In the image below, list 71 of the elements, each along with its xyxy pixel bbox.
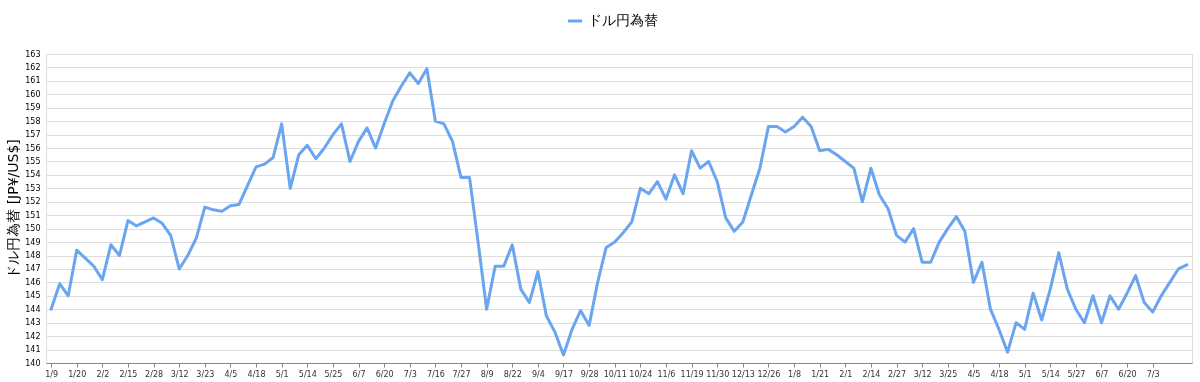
x-tick-label: 7/27: [452, 369, 471, 379]
x-tick-label: 3/23: [196, 369, 215, 379]
x-tick-label: 11/30: [706, 369, 730, 379]
x-tick-label: 9/17: [555, 369, 573, 379]
x-tick-label: 3/25: [939, 369, 958, 379]
x-tick-label: 12/13: [731, 369, 755, 379]
y-axis-title: ドル円為替 [JP¥/US$]: [5, 139, 22, 279]
x-tick-label: 5/1: [1018, 369, 1032, 379]
y-tick-label: 146: [25, 277, 41, 287]
x-tick-label: 2/28: [145, 369, 164, 379]
x-tick-label: 11/6: [657, 369, 676, 379]
x-tick-label: 3/12: [170, 369, 189, 379]
x-tick-label: 1/9: [45, 369, 59, 379]
x-tick-label: 4/18: [990, 369, 1009, 379]
x-tick-label: 4/5: [967, 369, 981, 379]
legend-label: ドル円為替: [588, 12, 658, 28]
x-tick-label: 12/26: [757, 369, 781, 379]
y-tick-label: 153: [25, 183, 41, 193]
x-tick-label: 4/18: [247, 369, 266, 379]
x-tick-label: 10/24: [629, 369, 653, 379]
y-tick-label: 160: [25, 89, 41, 99]
y-tick-label: 157: [25, 130, 41, 140]
x-tick-label: 7/3: [403, 369, 417, 379]
y-tick-label: 145: [25, 291, 41, 301]
x-tick-label: 11/19: [680, 369, 704, 379]
y-tick-label: 161: [25, 76, 41, 86]
y-tick-label: 148: [25, 251, 41, 261]
x-tick-label: 1/8: [788, 369, 801, 379]
y-tick-label: 150: [25, 224, 41, 234]
x-tick-label: 7/16: [426, 369, 445, 379]
y-tick-label: 162: [25, 62, 41, 72]
x-tick-label: 7/3: [1146, 369, 1160, 379]
x-tick-label: 2/14: [862, 369, 881, 379]
y-tick-label: 149: [25, 237, 41, 247]
x-tick-label: 6/7: [1095, 369, 1109, 379]
x-tick-label: 5/1: [275, 369, 289, 379]
x-tick-label: 5/14: [298, 369, 317, 379]
x-tick-label: 9/28: [580, 369, 599, 379]
x-tick-label: 3/12: [913, 369, 932, 379]
y-tick-label: 152: [25, 197, 41, 207]
y-tick-label: 142: [25, 331, 41, 341]
y-tick-label: 154: [25, 170, 41, 180]
x-tick-label: 5/14: [1041, 369, 1060, 379]
x-tick-label: 8/22: [503, 369, 522, 379]
x-tick-label: 10/11: [603, 369, 627, 379]
y-tick-label: 143: [25, 318, 41, 328]
x-tick-label: 2/27: [888, 369, 907, 379]
y-tick-label: 159: [25, 103, 41, 113]
x-tick-label: 8/9: [480, 369, 494, 379]
y-tick-label: 140: [25, 358, 41, 368]
y-tick-label: 163: [25, 49, 41, 59]
y-tick-label: 144: [25, 304, 41, 314]
x-tick-label: 6/20: [375, 369, 394, 379]
y-tick-label: 141: [25, 345, 41, 355]
y-tick-label: 155: [25, 156, 41, 166]
x-tick-label: 5/25: [324, 369, 343, 379]
y-tick-label: 151: [25, 210, 41, 220]
x-tick-label: 2/1: [839, 369, 853, 379]
x-tick-label: 1/20: [68, 369, 87, 379]
y-tick-label: 156: [25, 143, 41, 153]
x-tick-label: 9/4: [531, 369, 545, 379]
y-tick-label: 158: [25, 116, 41, 126]
x-tick-label: 1/21: [811, 369, 830, 379]
y-tick-label: 147: [25, 264, 41, 274]
x-tick-label: 4/5: [224, 369, 238, 379]
line-series: [49, 67, 1189, 357]
x-tick-label: 6/7: [352, 369, 366, 379]
x-tick-label: 2/2: [96, 369, 110, 379]
x-tick-label: 2/15: [119, 369, 138, 379]
x-tick-label: 5/27: [1067, 369, 1086, 379]
x-tick-label: 6/20: [1118, 369, 1137, 379]
